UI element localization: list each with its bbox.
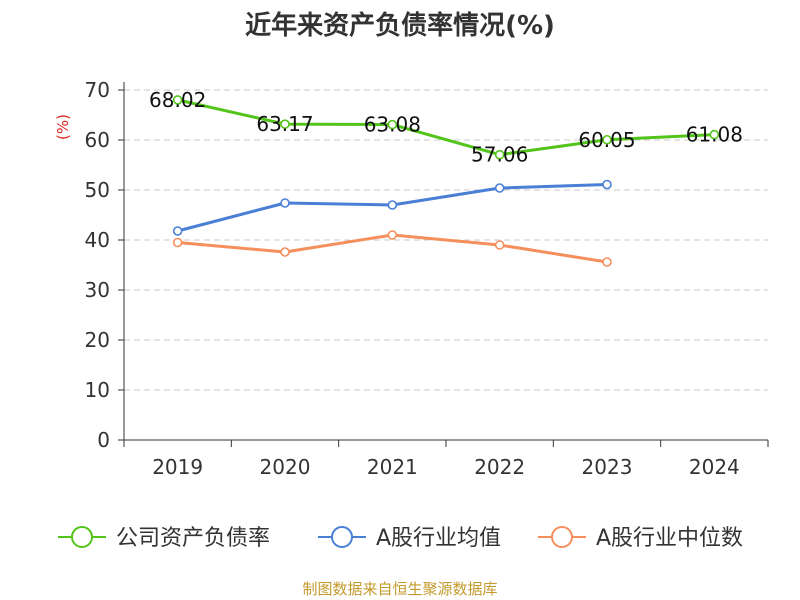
chart-title: 近年来资产负债率情况(%) <box>245 10 555 41</box>
legend-item[interactable]: A股行业均值 <box>318 526 501 551</box>
data-point <box>494 240 505 250</box>
data-point <box>494 183 505 193</box>
legend-item[interactable]: 公司资产负债率 <box>58 526 270 551</box>
x-tick-label: 2023 <box>582 455 633 479</box>
x-tick-label: 2022 <box>474 455 525 479</box>
x-tick-label: 2020 <box>260 455 311 479</box>
x-tick-label: 2019 <box>152 455 203 479</box>
legend-label: A股行业均值 <box>376 526 501 551</box>
y-tick-label: 0 <box>97 428 110 452</box>
data-point <box>387 119 398 130</box>
legend-marker <box>331 526 353 548</box>
data-label: 61.08 <box>686 123 743 147</box>
data-point <box>602 257 612 267</box>
legend[interactable]: 公司资产负债率 A股行业均值 A股行业中位数 <box>58 526 743 551</box>
y-tick-label: 40 <box>85 228 110 252</box>
series-line-0 <box>177 98 715 157</box>
data-point <box>280 247 290 257</box>
data-label: 57.06 <box>471 143 528 167</box>
x-tick-label: 2024 <box>689 455 740 479</box>
legend-marker <box>551 526 573 548</box>
data-label: 60.05 <box>578 128 635 152</box>
source-note: 制图数据来自恒生聚源数据库 <box>302 580 497 598</box>
data-point <box>172 95 183 105</box>
data-labels: 68.02 63.17 63.08 57.06 60.05 61.08 <box>149 88 743 167</box>
legend-marker <box>71 526 93 548</box>
series-lines <box>172 95 720 267</box>
data-point <box>494 149 505 160</box>
legend-item[interactable]: A股行业中位数 <box>538 526 743 551</box>
data-label: 63.17 <box>256 112 313 136</box>
data-point <box>709 129 720 140</box>
data-point <box>280 198 290 208</box>
data-point <box>387 200 398 210</box>
y-tick-label: 10 <box>85 378 110 402</box>
y-axis-unit-label: (%) <box>54 114 72 140</box>
data-point <box>387 230 398 240</box>
data-point <box>172 237 183 248</box>
data-label: 68.02 <box>149 88 206 112</box>
data-point <box>602 179 612 190</box>
data-label: 63.08 <box>364 113 421 137</box>
legend-label: A股行业中位数 <box>596 526 743 551</box>
data-point <box>172 226 183 236</box>
y-tick-label: 30 <box>85 278 110 302</box>
data-point <box>280 119 290 129</box>
y-tick-label: 70 <box>85 78 110 102</box>
data-point <box>602 134 612 145</box>
legend-label: 公司资产负债率 <box>116 526 270 551</box>
x-tick-label: 2021 <box>367 455 418 479</box>
y-tick-label: 50 <box>85 178 110 202</box>
y-tick-label: 60 <box>85 128 110 152</box>
axes: 0 10 20 30 40 50 60 70 2019 2020 2021 2022 2023 2024 <box>85 78 769 479</box>
y-tick-label: 20 <box>85 328 110 352</box>
